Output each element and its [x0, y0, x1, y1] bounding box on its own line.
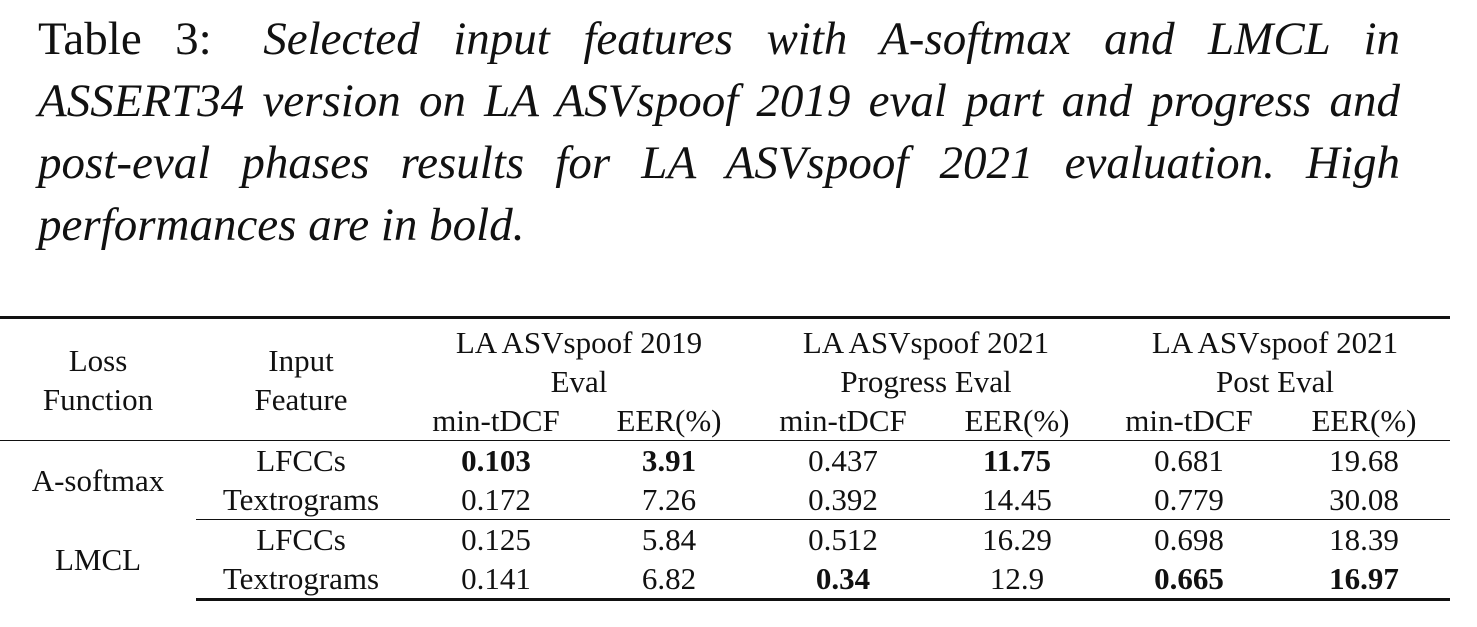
value-cell: 0.103: [406, 440, 586, 480]
header-group-2021-progress: LA ASVspoof 2021 Progress Eval: [752, 318, 1100, 402]
header-metric: EER(%): [616, 403, 722, 438]
header-group-2021-progress-text: LA ASVspoof 2021 Progress Eval: [802, 325, 1050, 399]
value-cell: 0.681: [1100, 440, 1278, 480]
value-cell: 0.437: [752, 440, 934, 480]
value-cell: 6.82: [586, 559, 752, 601]
value-cell: 5.84: [586, 519, 752, 559]
header-loss-function-text: Loss Function: [42, 342, 154, 417]
header-metric: EER(%): [964, 403, 1070, 438]
value-cell: 0.34: [752, 559, 934, 601]
value-cell: 0.125: [406, 519, 586, 559]
value-cell: 16.29: [934, 519, 1100, 559]
header-metric: min-tDCF: [1125, 403, 1253, 438]
table-row: A-softmax LFCCs 0.103 3.91 0.437 11.75 0…: [0, 440, 1450, 520]
header-group-2019-eval: LA ASVspoof 2019 Eval: [406, 318, 752, 402]
table-caption: Table 3: Selected input features with A-…: [38, 8, 1400, 256]
value-cell: 0.141: [406, 559, 586, 601]
value-cell: 0.779: [1154, 482, 1224, 517]
value-cell: 11.75: [934, 440, 1100, 480]
feature-cell: LFCCs: [196, 440, 406, 480]
value-cell: 0.512: [752, 519, 934, 559]
header-input-feature-text: Input Feature: [254, 342, 348, 417]
header-metric: min-tDCF: [432, 403, 560, 438]
table-row: LMCL LFCCs 0.125 5.84 0.512 16.29 0.698 …: [0, 519, 1450, 577]
table-row: Textrograms 0.141 6.82 0.34 12.9 0.665 1…: [0, 559, 1450, 601]
loss-cell: A-softmax: [0, 440, 196, 520]
value-cell: 12.9: [934, 559, 1100, 601]
header-row-metrics: min-tDCF EER(%) min-tDCF EER(%) min-tDCF…: [0, 401, 1450, 440]
header-group-2019-eval-text: LA ASVspoof 2019 Eval: [455, 325, 703, 399]
caption-text: Selected input features with A-softmax a…: [38, 13, 1400, 251]
feature-cell: LFCCs: [196, 519, 406, 559]
value-cell: 0.172: [461, 482, 531, 517]
table-row: Textrograms 0.172 7.26 0.392 14.45 0.779…: [0, 480, 1450, 520]
value-cell: 18.39: [1278, 519, 1450, 559]
value-cell: 0.698: [1100, 519, 1278, 559]
value-cell: 7.26: [641, 482, 697, 517]
caption-label: Table 3:: [38, 13, 212, 65]
results-table-wrapper: Loss Function Input Feature LA ASVspoof …: [0, 316, 1450, 601]
header-row-1: Loss Function Input Feature LA ASVspoof …: [0, 317, 1450, 417]
header-metric: min-tDCF: [779, 403, 907, 438]
value-cell: 14.45: [982, 482, 1052, 517]
feature-cell: Textrograms: [196, 559, 406, 601]
header-group-2021-post: LA ASVspoof 2021 Post Eval: [1100, 318, 1450, 402]
value-cell: 16.97: [1278, 559, 1450, 601]
header-group-2021-post-text: LA ASVspoof 2021 Post Eval: [1151, 325, 1399, 399]
value-cell: 0.665: [1100, 559, 1278, 601]
results-table: Loss Function Input Feature LA ASVspoof …: [0, 316, 1450, 601]
feature-cell: Textrograms: [222, 482, 380, 517]
value-cell: 19.68: [1278, 440, 1450, 480]
value-cell: 3.91: [586, 440, 752, 480]
header-loss-function: Loss Function: [0, 318, 196, 441]
value-cell: 30.08: [1329, 482, 1399, 517]
loss-cell: LMCL: [54, 542, 142, 577]
value-cell: 0.392: [808, 482, 878, 517]
header-metric: EER(%): [1311, 403, 1417, 438]
header-input-feature: Input Feature: [196, 318, 406, 441]
